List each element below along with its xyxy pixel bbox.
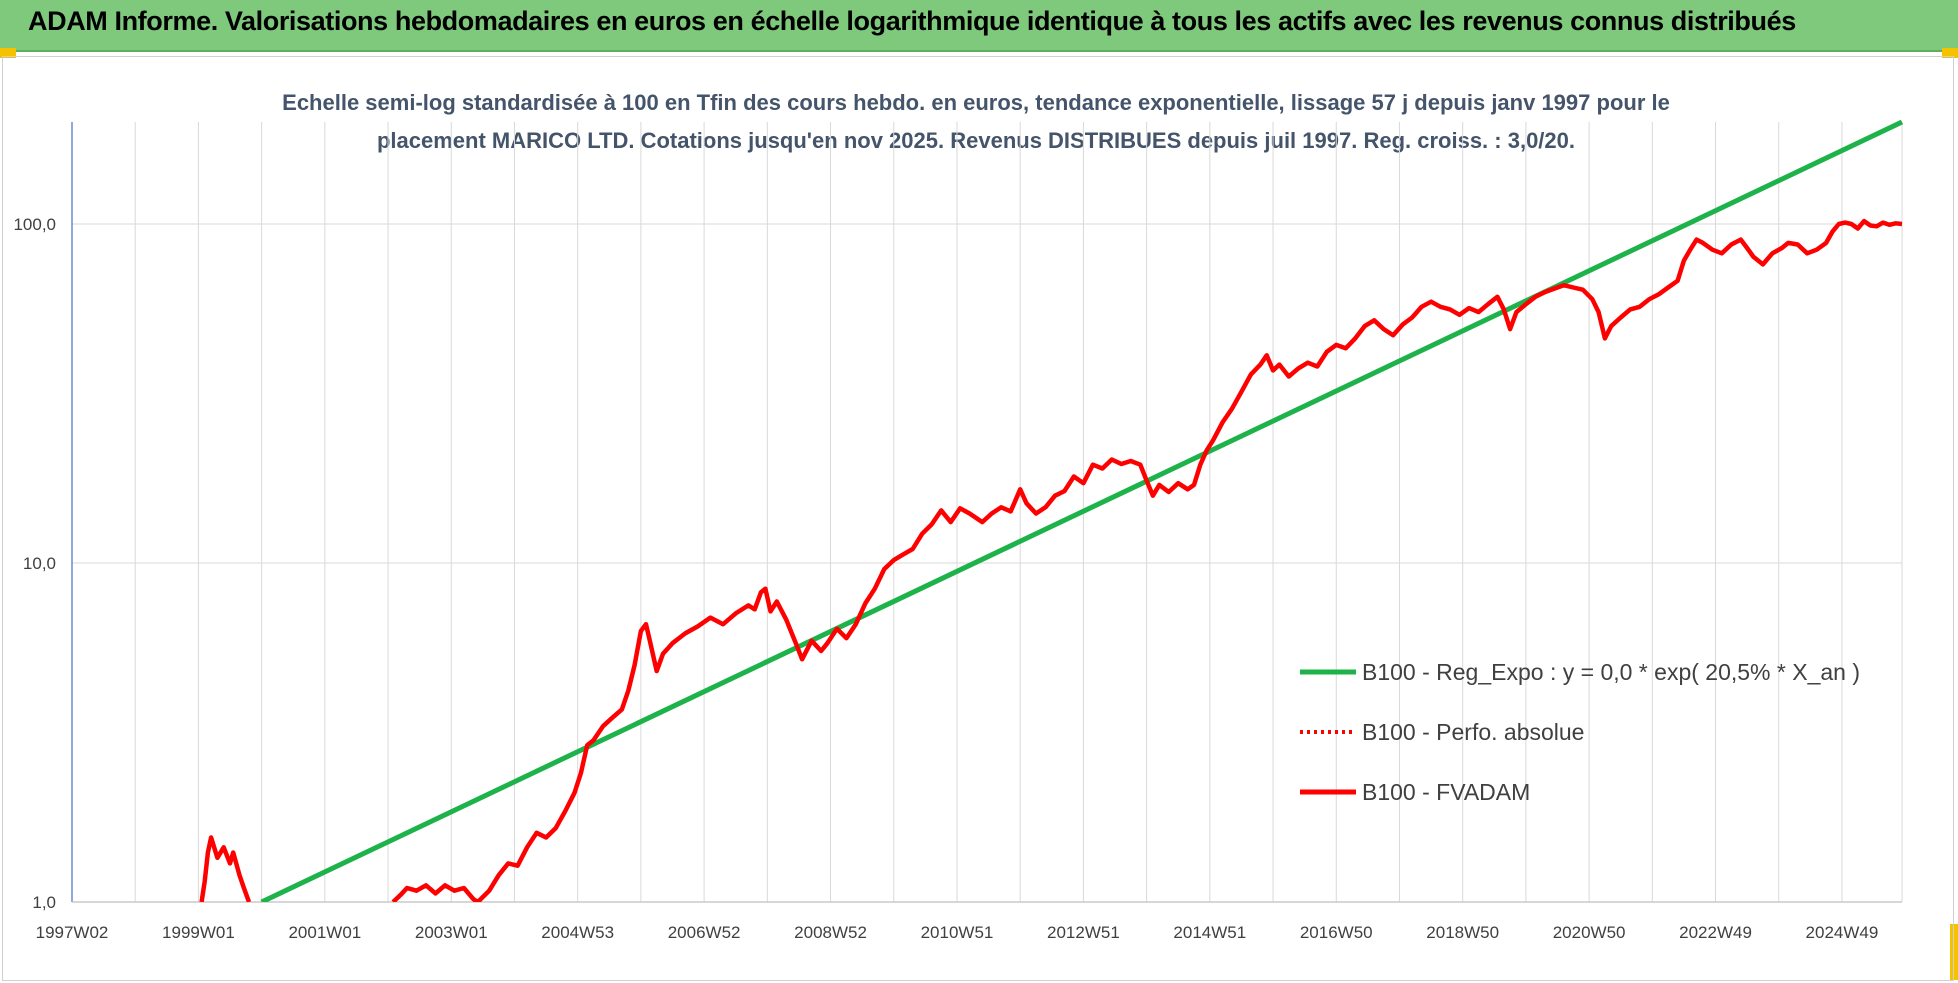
header-bar: ADAM Informe. Valorisations hebdomadaire… xyxy=(0,0,1958,52)
x-tick-label: 2003W01 xyxy=(415,923,488,942)
x-tick-label: 2004W53 xyxy=(541,923,614,942)
x-tick-label: 2010W51 xyxy=(921,923,994,942)
series xyxy=(199,119,1904,902)
x-tick-label: 2016W50 xyxy=(1300,923,1373,942)
series-fvadam-line xyxy=(199,835,252,902)
chart-subtitle-line2: placement MARICO LTD. Cotations jusqu'en… xyxy=(377,128,1575,153)
x-tick-label: 2001W01 xyxy=(288,923,361,942)
x-tick-label: 2006W52 xyxy=(668,923,741,942)
grid xyxy=(71,122,1903,903)
x-tick-label: 1997W02 xyxy=(36,923,109,942)
x-tick-label: 2014W51 xyxy=(1173,923,1246,942)
x-tick-label: 2024W49 xyxy=(1806,923,1879,942)
x-tick-label: 2022W49 xyxy=(1679,923,1752,942)
legend: B100 - Reg_Expo : y = 0,0 * exp( 20,5% *… xyxy=(1300,659,1860,805)
x-tick-label: 2020W50 xyxy=(1553,923,1626,942)
corner-accent-top-left xyxy=(0,48,16,58)
series-fvadam-line xyxy=(391,883,480,902)
legend-label: B100 - Reg_Expo : y = 0,0 * exp( 20,5% *… xyxy=(1362,659,1860,685)
page-title: ADAM Informe. Valorisations hebdomadaire… xyxy=(28,6,1796,36)
chart-frame xyxy=(2,56,1954,981)
axes: 1,0 10,0 100,0 1997W02 1999W01 2001W01 2003W01… xyxy=(13,122,1902,942)
x-tick-label: 2018W50 xyxy=(1426,923,1499,942)
x-tick-label: 2012W51 xyxy=(1047,923,1120,942)
legend-label: B100 - Perfo. absolue xyxy=(1362,719,1584,745)
chart-subtitle-line1: Echelle semi-log standardisée à 100 en T… xyxy=(282,90,1670,115)
x-tick-label: 1999W01 xyxy=(162,923,235,942)
corner-accent-bottom-right xyxy=(1950,924,1958,980)
corner-accent-top-right xyxy=(1942,48,1958,58)
series-reg-expo-line xyxy=(260,119,1904,902)
y-tick-label: 10,0 xyxy=(23,554,56,573)
series-fvadam-line xyxy=(476,218,1903,902)
legend-label: B100 - FVADAM xyxy=(1362,779,1530,805)
y-tick-label: 1,0 xyxy=(32,893,56,912)
y-tick-label: 100,0 xyxy=(13,215,56,234)
x-tick-label: 2008W52 xyxy=(794,923,867,942)
